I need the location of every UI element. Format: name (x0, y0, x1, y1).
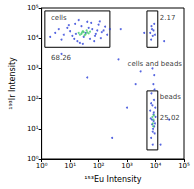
svg-text:10⁵: 10⁵ (27, 4, 39, 12)
svg-text:10⁴: 10⁴ (150, 162, 162, 170)
svg-text:¹⁹³Ir Intensity: ¹⁹³Ir Intensity (8, 57, 17, 110)
svg-text:10²: 10² (93, 162, 105, 170)
svg-text:10¹: 10¹ (64, 162, 76, 170)
svg-text:10¹: 10¹ (27, 125, 39, 133)
svg-text:10³: 10³ (121, 162, 133, 170)
svg-text:10²: 10² (27, 95, 39, 103)
svg-text:10⁰: 10⁰ (36, 162, 48, 170)
svg-text:10⁰: 10⁰ (26, 155, 39, 163)
svg-text:25.02: 25.02 (160, 114, 180, 122)
svg-text:cells: cells (51, 14, 67, 22)
svg-text:2.17: 2.17 (160, 14, 176, 22)
svg-text:beads: beads (160, 93, 181, 101)
svg-text:68.26: 68.26 (51, 54, 72, 62)
svg-text:10⁵: 10⁵ (178, 162, 190, 170)
svg-text:cells and beads: cells and beads (128, 60, 183, 68)
svg-text:10³: 10³ (27, 64, 39, 72)
svg-text:10⁴: 10⁴ (27, 34, 39, 42)
svg-text:¹⁵³Eu Intensity: ¹⁵³Eu Intensity (84, 175, 141, 184)
